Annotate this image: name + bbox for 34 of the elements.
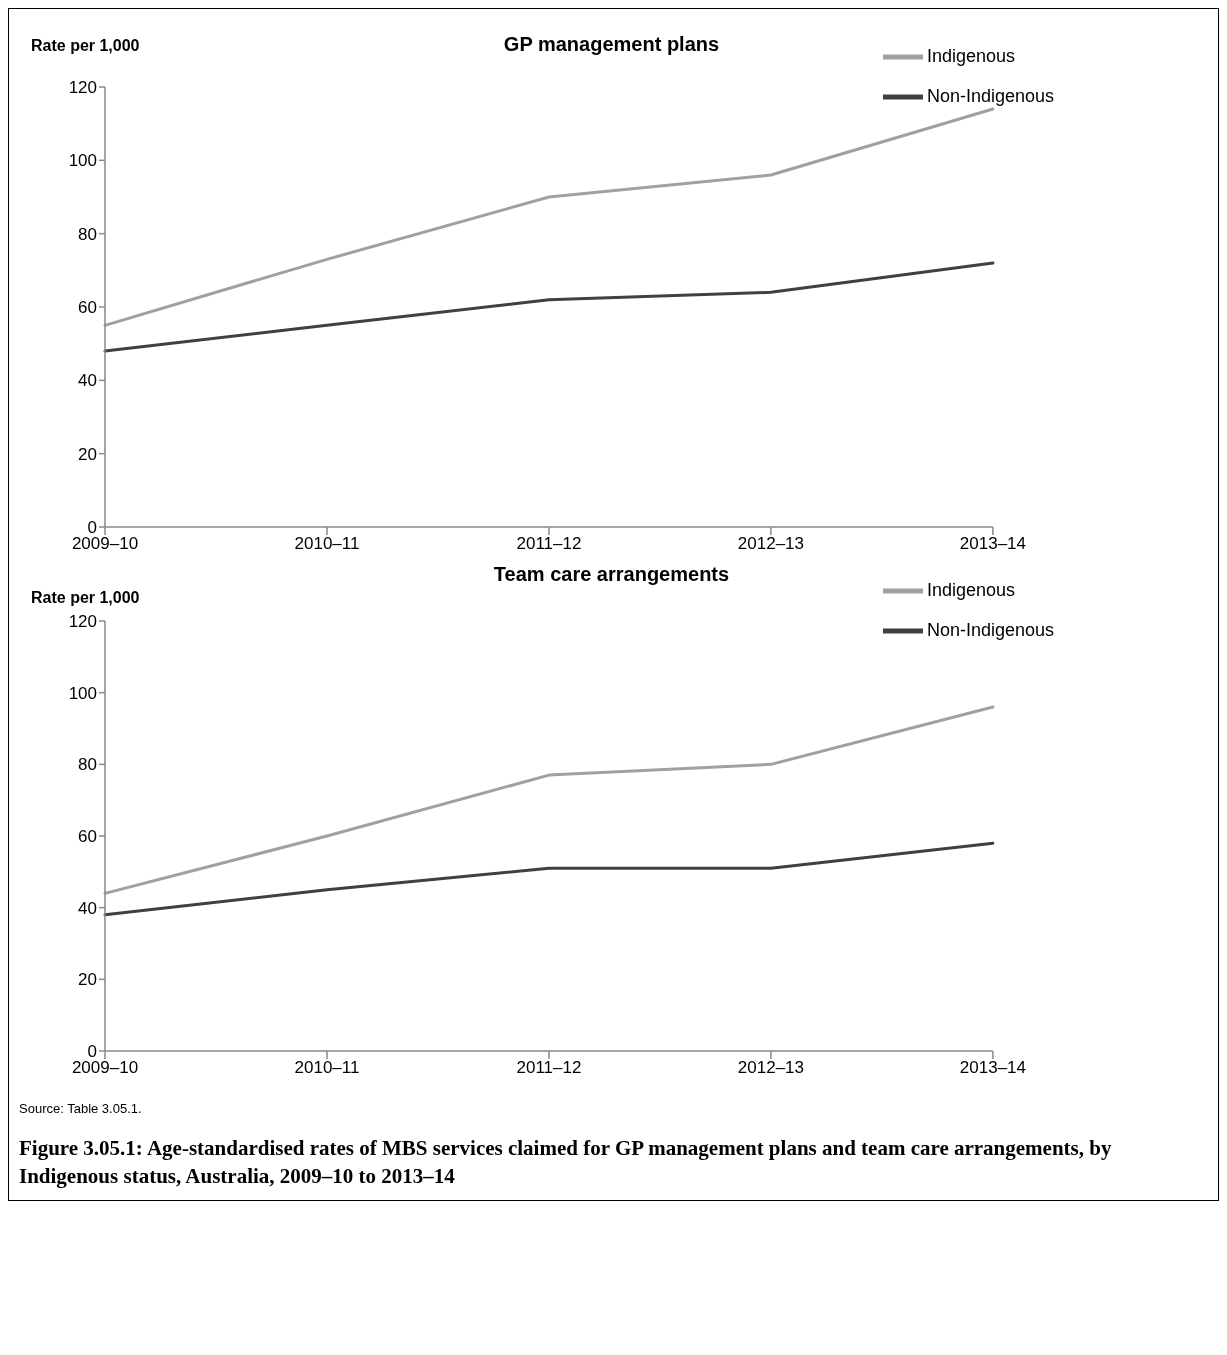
y-tick-label: 60 <box>78 298 97 318</box>
legend-label: Non-Indigenous <box>926 619 1054 640</box>
x-tick-label: 2011–12 <box>516 1058 582 1078</box>
chart-title: Team care arrangements <box>493 563 730 585</box>
line-series <box>103 107 995 327</box>
line-series <box>103 841 995 917</box>
legend-label: Non-Indigenous <box>926 85 1054 106</box>
x-tick-label: 2012–13 <box>737 534 805 554</box>
y-axis-title: Rate per 1,000 <box>31 37 140 55</box>
chart-title: GP management plans <box>503 33 720 55</box>
y-tick-label: 60 <box>78 827 97 847</box>
legend-label: Indigenous <box>926 579 1015 600</box>
y-tick-label: 100 <box>68 151 97 171</box>
x-tick-label: 2013–14 <box>959 1058 1026 1078</box>
y-tick-label: 40 <box>78 898 97 918</box>
source-note: Source: Table 3.05.1. <box>19 1101 143 1116</box>
y-axis-title: Rate per 1,000 <box>31 589 140 607</box>
x-tick-label: 2011–12 <box>516 534 582 554</box>
y-tick-label: 20 <box>78 970 97 990</box>
line-series <box>103 705 995 895</box>
x-tick-label: 2010–11 <box>294 1058 360 1078</box>
y-tick-label: 80 <box>78 224 97 244</box>
y-tick-label: 100 <box>68 683 97 703</box>
y-tick-label: 80 <box>78 755 97 775</box>
y-tick-label: 20 <box>78 444 97 464</box>
line-series <box>103 261 995 353</box>
y-tick-label: 40 <box>78 371 97 391</box>
y-tick-label: 120 <box>68 612 97 632</box>
y-tick-label: 120 <box>68 78 97 98</box>
x-tick-label: 2012–13 <box>737 1058 805 1078</box>
x-tick-label: 2013–14 <box>959 534 1026 554</box>
legend-label: Indigenous <box>926 45 1015 66</box>
x-tick-label: 2010–11 <box>294 534 360 554</box>
caption: Figure 3.05.1: Age-standardised rates of MBS services claimed for GP management plans and team care arrangements, by Indigenous status, Australia, 2009–10 to 2013–14 <box>19 1135 1113 1190</box>
